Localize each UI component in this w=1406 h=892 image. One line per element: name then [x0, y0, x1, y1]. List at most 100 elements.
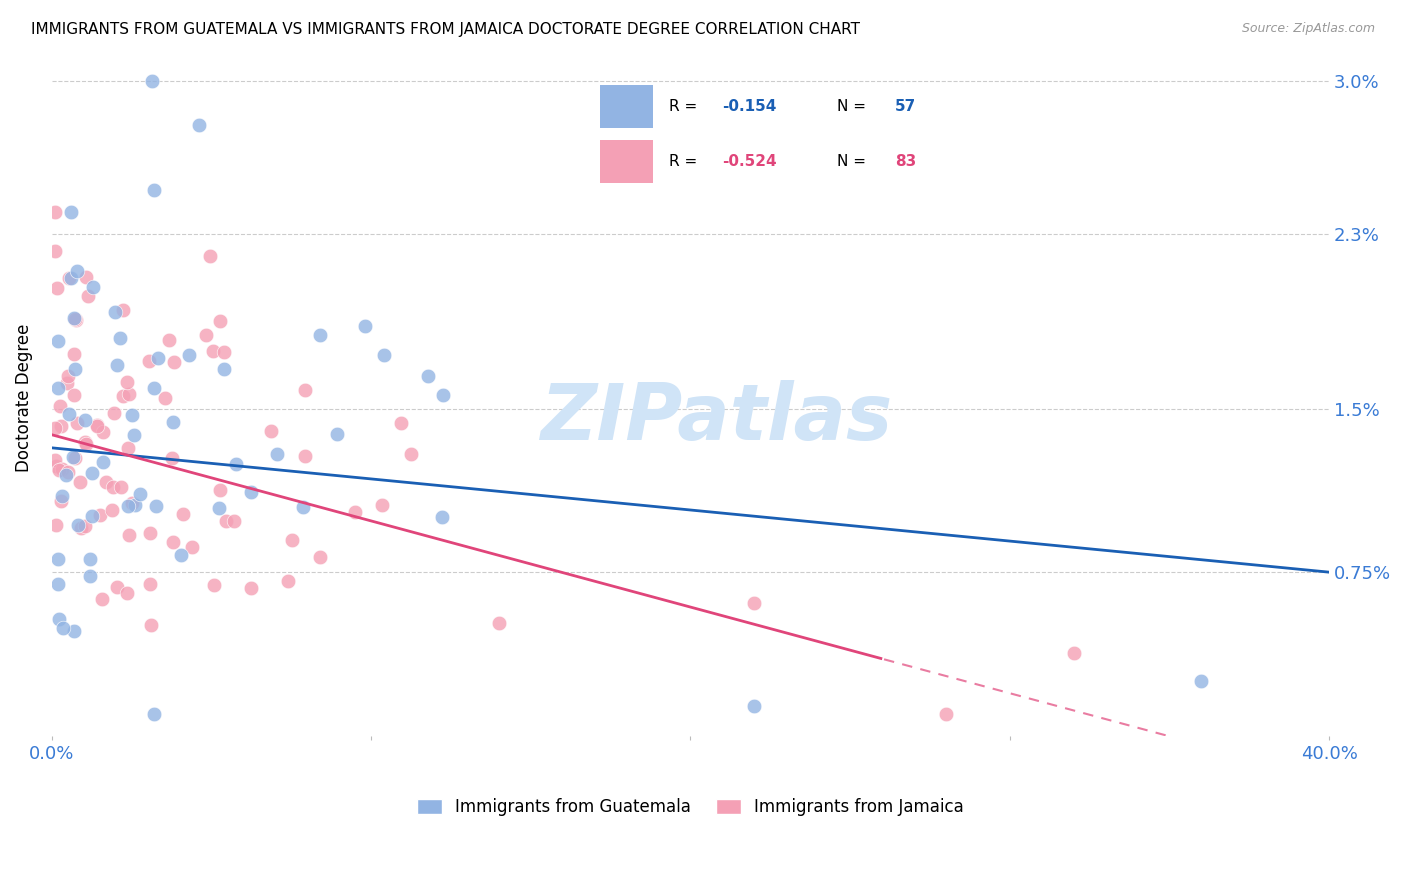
Point — [91, 455, 114, 469]
Point — [79, 569, 101, 583]
Point — [44, 205, 66, 219]
Point — [325, 427, 347, 442]
Point — [45, 281, 67, 295]
Point — [65, 313, 87, 327]
Point — [59, 270, 82, 285]
Point — [344, 505, 367, 519]
Point — [117, 586, 139, 600]
Point — [48, 612, 70, 626]
Point — [209, 483, 232, 498]
Point — [70, 520, 93, 534]
Point — [157, 334, 180, 348]
Point — [935, 706, 957, 721]
Point — [294, 384, 316, 398]
Point — [56, 465, 79, 479]
Point — [44, 420, 66, 434]
Point — [121, 408, 143, 422]
Point — [67, 518, 90, 533]
Point — [121, 495, 143, 509]
Point — [145, 499, 167, 513]
Point — [214, 345, 236, 359]
Point — [399, 447, 422, 461]
Point — [75, 413, 97, 427]
Point — [141, 74, 163, 88]
Point — [108, 331, 131, 345]
Point — [52, 621, 75, 635]
Point — [225, 457, 247, 471]
Point — [280, 533, 302, 548]
Point — [138, 354, 160, 368]
Point — [48, 577, 70, 591]
Point — [86, 417, 108, 432]
Text: ZIPatlas: ZIPatlas — [540, 380, 891, 456]
Point — [260, 425, 283, 439]
Point — [89, 508, 111, 522]
Point — [44, 244, 66, 259]
Point — [292, 500, 315, 515]
Point — [118, 387, 141, 401]
Point — [432, 388, 454, 402]
Point — [143, 381, 166, 395]
Point — [1189, 673, 1212, 688]
Point — [75, 269, 97, 284]
Point — [46, 381, 69, 395]
Point — [79, 552, 101, 566]
Point — [162, 415, 184, 429]
Point — [82, 466, 104, 480]
Point — [48, 463, 70, 477]
Point — [76, 289, 98, 303]
Point — [124, 498, 146, 512]
Point — [86, 419, 108, 434]
Point — [59, 205, 82, 219]
Point — [62, 450, 84, 465]
Point — [110, 480, 132, 494]
Point — [111, 388, 134, 402]
Point — [239, 581, 262, 595]
Point — [488, 615, 510, 630]
Point — [112, 303, 135, 318]
Point — [212, 362, 235, 376]
Point — [48, 400, 70, 414]
Point — [63, 624, 86, 638]
Point — [430, 509, 453, 524]
Point — [162, 451, 184, 466]
Point — [58, 368, 80, 383]
Point — [91, 592, 114, 607]
Point — [51, 494, 73, 508]
Point — [172, 508, 194, 522]
Point — [181, 540, 204, 554]
Point — [138, 576, 160, 591]
Legend: Immigrants from Guatemala, Immigrants from Jamaica: Immigrants from Guatemala, Immigrants fr… — [411, 791, 970, 822]
Point — [105, 580, 128, 594]
Point — [62, 387, 84, 401]
Point — [129, 486, 152, 500]
Point — [66, 264, 89, 278]
Point — [45, 459, 67, 474]
Point — [142, 184, 165, 198]
Point — [418, 369, 440, 384]
Point — [115, 376, 138, 390]
Point — [742, 699, 765, 714]
Point — [63, 311, 86, 326]
Point — [162, 535, 184, 549]
Point — [153, 391, 176, 405]
Point — [46, 552, 69, 566]
Text: Source: ZipAtlas.com: Source: ZipAtlas.com — [1241, 22, 1375, 36]
Point — [46, 334, 69, 348]
Point — [103, 406, 125, 420]
Point — [354, 318, 377, 333]
Point — [122, 427, 145, 442]
Point — [101, 503, 124, 517]
Point — [62, 347, 84, 361]
Point — [55, 467, 77, 482]
Point — [94, 475, 117, 489]
Point — [309, 550, 332, 565]
Text: IMMIGRANTS FROM GUATEMALA VS IMMIGRANTS FROM JAMAICA DOCTORATE DEGREE CORRELATIO: IMMIGRANTS FROM GUATEMALA VS IMMIGRANTS … — [31, 22, 860, 37]
Point — [201, 343, 224, 358]
Point — [104, 305, 127, 319]
Point — [82, 508, 104, 523]
Point — [105, 358, 128, 372]
Point — [101, 480, 124, 494]
Point — [224, 514, 246, 528]
Point — [58, 271, 80, 285]
